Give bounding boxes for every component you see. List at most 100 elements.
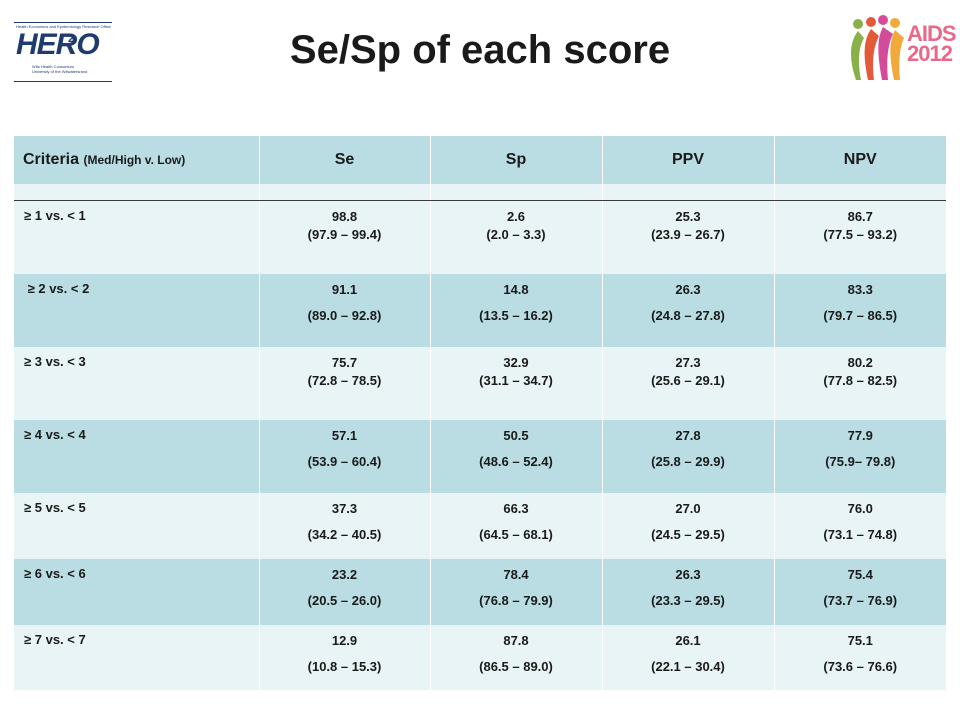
se-value: 75.7 (331, 354, 358, 370)
header-spacer-row (14, 184, 946, 201)
se-confidence-interval: (10.8 – 15.3) (307, 658, 382, 674)
se-cell: 12.9 (10.8 – 15.3) (258, 624, 430, 690)
sp-cell: 78.4 (76.8 – 79.9) (429, 558, 602, 625)
sp-cell: 87.8 (86.5 – 89.0) (429, 624, 602, 690)
npv-value: 77.9 (847, 427, 873, 443)
table-row: ≥ 5 vs. < 5 37.3 (34.2 – 40.5) 66.3 (64.5 – … (14, 492, 946, 559)
score-table: Criteria (Med/High v. Low) Se Sp PPV NPV… (14, 136, 946, 690)
se-cell: 98.8 (97.9 – 99.4) (258, 200, 430, 274)
sp-cell: 14.8 (13.5 – 16.2) (429, 273, 602, 347)
table-row: ≥ 4 vs. < 4 57.1 (53.9 – 60.4) 50.5 (48.6 – … (14, 419, 946, 493)
sp-value: 2.6 (506, 209, 526, 224)
se-cell: 37.3 (34.2 – 40.5) (258, 492, 430, 559)
npv-confidence-interval: (79.7 – 86.5) (823, 307, 898, 323)
hero-logo: Health Economics and Epidemiology Resear… (14, 22, 114, 82)
header-se: Se (258, 136, 430, 184)
sp-confidence-interval: (76.8 – 79.9) (479, 592, 553, 608)
sp-value: 14.8 (503, 281, 529, 297)
criteria-cell: ≥ 5 vs. < 5 (14, 492, 259, 559)
ppv-cell: 27.8 (25.8 – 29.9) (601, 419, 774, 493)
se-cell: 91.1 (89.0 – 92.8) (258, 273, 430, 347)
sp-confidence-interval: (64.5 – 68.1) (479, 526, 553, 542)
sp-cell: 66.3 (64.5 – 68.1) (429, 492, 602, 559)
table-row: ≥ 7 vs. < 7 12.9 (10.8 – 15.3) 87.8 (86.5 – … (14, 624, 946, 690)
npv-value: 75.4 (847, 566, 873, 582)
se-value: 91.1 (331, 281, 358, 297)
sp-confidence-interval: (13.5 – 16.2) (479, 307, 553, 323)
npv-cell: 76.0 (73.1 – 74.8) (773, 492, 946, 559)
table-row: ≥ 6 vs. < 6 23.2 (20.5 – 26.0) 78.4 (76.8 – … (14, 558, 946, 625)
results-table: Criteria (Med/High v. Low) Se Sp PPV NPV… (14, 136, 946, 690)
ppv-value: 26.1 (675, 632, 701, 648)
aids-word: AIDS (907, 21, 957, 46)
aids-year: 2012 (907, 41, 953, 66)
criteria-cell: ≥ 3 vs. < 3 (14, 346, 259, 420)
se-value: 23.2 (331, 566, 358, 582)
ppv-value: 27.3 (675, 354, 701, 370)
header-sp: Sp (429, 136, 602, 184)
hero-logo-frame (14, 22, 112, 82)
npv-cell: 77.9 (75.9– 79.8) (773, 419, 946, 493)
header-ppv: PPV (601, 136, 774, 184)
table-row: ≥ 2 vs. < 2 91.1 (89.0 – 92.8) 14.8 (13.5 – … (14, 273, 946, 347)
criteria-cell: ≥ 7 vs. < 7 (14, 624, 259, 690)
sp-value: 66.3 (503, 500, 529, 516)
ppv-confidence-interval: (23.3 – 29.5) (651, 592, 725, 608)
se-confidence-interval: (34.2 – 40.5) (307, 526, 382, 542)
ppv-value: 26.3 (675, 566, 701, 582)
npv-confidence-interval: (73.7 – 76.9) (823, 592, 898, 608)
header-criteria-note: (Med/High v. Low) (83, 153, 186, 167)
se-confidence-interval: (97.9 – 99.4) (307, 227, 382, 242)
ppv-confidence-interval: (23.9 – 26.7) (651, 227, 725, 242)
npv-confidence-interval: (77.5 – 93.2) (823, 227, 898, 242)
ppv-confidence-interval: (22.1 – 30.4) (651, 658, 725, 674)
hero-logo-tagline: Health Economics and Epidemiology Resear… (16, 24, 111, 29)
se-confidence-interval: (72.8 – 78.5) (307, 372, 382, 388)
criteria-cell: ≥ 2 vs. < 2 (14, 273, 259, 347)
ppv-cell: 27.3 (25.6 – 29.1) (601, 346, 774, 420)
page-title: Se/Sp of each score (289, 28, 671, 72)
sp-value: 32.9 (503, 354, 529, 370)
criteria-cell: ≥ 1 vs. < 1 (14, 200, 259, 274)
header-npv: NPV (773, 136, 946, 184)
npv-confidence-interval: (73.1 – 74.8) (823, 526, 898, 542)
ppv-value: 25.3 (675, 209, 701, 224)
sp-value: 87.8 (503, 632, 529, 648)
header-criteria-label: Criteria (23, 151, 80, 168)
ppv-confidence-interval: (25.6 – 29.1) (651, 372, 725, 388)
se-cell: 57.1 (53.9 – 60.4) (258, 419, 430, 493)
criteria-cell: ≥ 4 vs. < 4 (14, 419, 259, 493)
ppv-value: 27.8 (675, 427, 701, 443)
se-cell: 75.7 (72.8 – 78.5) (258, 346, 430, 420)
se-value: 98.8 (331, 209, 358, 224)
npv-value: 75.1 (847, 632, 873, 648)
npv-cell: 75.1 (73.6 – 76.6) (773, 624, 946, 690)
npv-confidence-interval: (75.9– 79.8) (825, 453, 896, 469)
se-value: 57.1 (331, 427, 358, 443)
se-confidence-interval: (20.5 – 26.0) (307, 592, 382, 608)
se-confidence-interval: (53.9 – 60.4) (307, 453, 382, 469)
ribbon-people-icon (851, 15, 904, 80)
table-row: ≥ 1 vs. < 1 98.8 (97.9 – 99.4) 2.6 (2.0 – 3.… (14, 200, 946, 274)
ppv-confidence-interval: (25.8 – 29.9) (651, 453, 725, 469)
sp-cell: 32.9 (31.1 – 34.7) (429, 346, 602, 420)
npv-cell: 80.2 (77.8 – 82.5) (773, 346, 946, 420)
se-cell: 23.2 (20.5 – 26.0) (258, 558, 430, 625)
ppv-cell: 26.1 (22.1 – 30.4) (601, 624, 774, 690)
sp-cell: 50.5 (48.6 – 52.4) (429, 419, 602, 493)
npv-value: 80.2 (847, 354, 873, 370)
hero-logo-word: HERO (16, 28, 100, 61)
ppv-value: 27.0 (675, 500, 701, 516)
ppv-confidence-interval: (24.8 – 27.8) (651, 307, 725, 323)
hero-logo-superscript: 2 (68, 33, 75, 45)
npv-cell: 86.7 (77.5 – 93.2) (773, 200, 946, 274)
header-criteria: Criteria (Med/High v. Low) (14, 136, 259, 184)
npv-value: 86.7 (847, 209, 873, 224)
npv-cell: 83.3 (79.7 – 86.5) (773, 273, 946, 347)
ppv-value: 26.3 (675, 281, 701, 297)
ppv-cell: 25.3 (23.9 – 26.7) (601, 200, 774, 274)
aids-2012-logo: AIDS 2012 (846, 14, 957, 84)
npv-confidence-interval: (73.6 – 76.6) (823, 658, 898, 674)
ppv-cell: 27.0 (24.5 – 29.5) (601, 492, 774, 559)
hero-logo-subline: Wits Health Consortium University of the… (32, 64, 88, 74)
